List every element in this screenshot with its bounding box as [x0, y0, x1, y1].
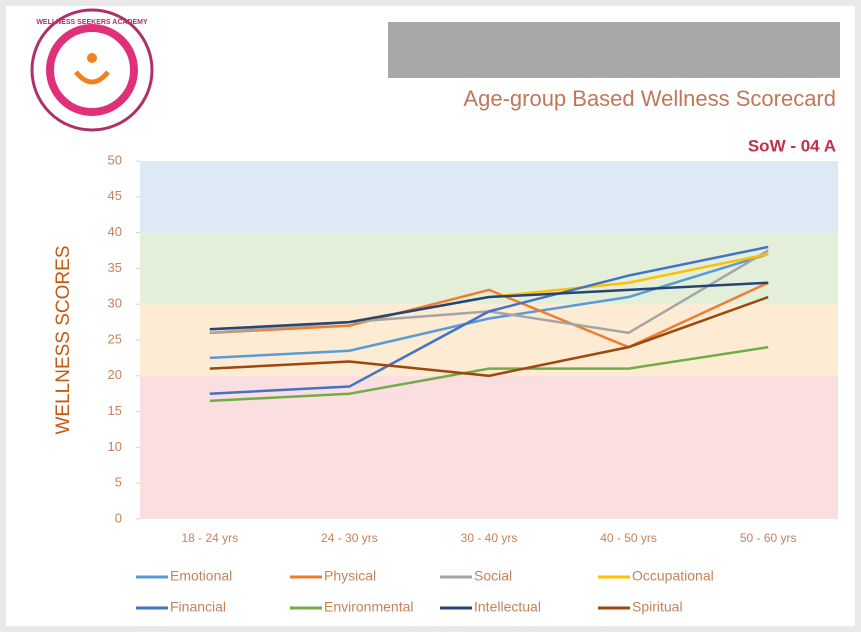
legend-label: Social — [474, 568, 512, 584]
x-tick-label: 24 - 30 yrs — [321, 531, 378, 545]
score-band — [140, 232, 838, 305]
series-line — [209, 245, 769, 395]
y-tick-label: 20 — [108, 367, 122, 382]
logo: WELLNESS SEEKERS ACADEMY — [30, 8, 154, 132]
x-tick-label: 18 - 24 yrs — [181, 531, 238, 545]
y-tick-label: 50 — [108, 152, 122, 167]
y-tick-label: 45 — [108, 188, 122, 203]
series-line — [209, 281, 769, 331]
y-tick-label: 40 — [108, 224, 122, 239]
score-band — [140, 161, 838, 233]
legend-label: Occupational — [632, 568, 714, 584]
series-line — [209, 345, 769, 403]
logo-mark — [74, 70, 110, 85]
score-band — [140, 304, 838, 376]
y-tick-label: 5 — [115, 475, 122, 490]
logo-inner — [46, 24, 138, 116]
y-tick-label: 30 — [108, 296, 122, 311]
y-tick-label: 0 — [115, 510, 122, 525]
logo-dot — [87, 53, 97, 63]
series-line — [209, 281, 769, 349]
y-tick-label: 15 — [108, 403, 122, 418]
x-tick-label: 30 - 40 yrs — [461, 531, 518, 545]
legend-label: Spiritual — [632, 599, 683, 615]
legend-label: Financial — [170, 599, 226, 615]
x-tick-label: 50 - 60 yrs — [740, 531, 797, 545]
legend-label: Intellectual — [474, 599, 541, 615]
y-tick-label: 35 — [108, 260, 122, 275]
logo-text: WELLNESS SEEKERS ACADEMY — [36, 19, 148, 26]
series-line — [209, 295, 769, 378]
series-line — [209, 252, 769, 360]
legend-label: Emotional — [170, 568, 232, 584]
legend-label: Physical — [324, 568, 376, 584]
y-tick-label: 25 — [108, 331, 122, 346]
chart-title: Age-group Based Wellness Scorecard — [463, 86, 836, 111]
redacted-box — [388, 22, 840, 78]
y-axis-label: WELLNESS SCORES — [53, 246, 74, 435]
chart-subtitle: SoW - 04 A — [748, 136, 836, 155]
x-tick-label: 40 - 50 yrs — [600, 531, 657, 545]
score-band — [140, 375, 838, 519]
y-tick-label: 10 — [108, 439, 122, 454]
legend-label: Environmental — [324, 599, 414, 615]
